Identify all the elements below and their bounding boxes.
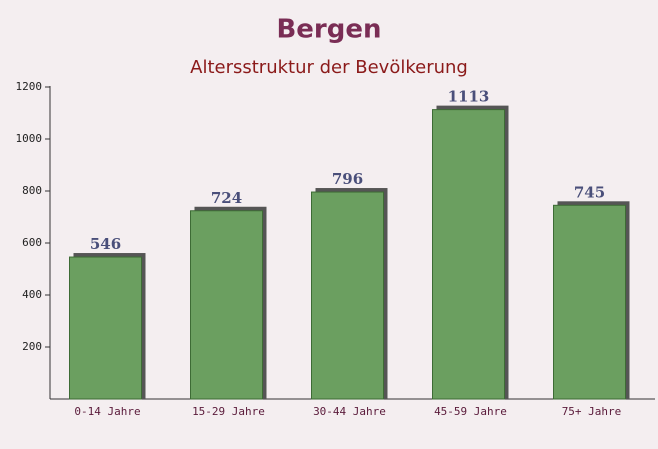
bar (311, 191, 384, 400)
x-tick-label: 0-14 Jahre (74, 405, 140, 418)
y-tick-label: 600 (22, 236, 42, 249)
x-tick-label: 15-29 Jahre (192, 405, 265, 418)
bar (432, 109, 505, 400)
y-tick-label: 1000 (16, 132, 43, 145)
value-label: 546 (90, 235, 121, 253)
y-tick-label: 400 (22, 288, 42, 301)
x-tick-label: 45-59 Jahre (434, 405, 507, 418)
x-tick-label: 30-44 Jahre (313, 405, 386, 418)
y-tick-label: 200 (22, 340, 42, 353)
value-label: 796 (332, 170, 363, 188)
bar (69, 256, 142, 400)
y-tick-label: 800 (22, 184, 42, 197)
chart-subtitle: Altersstruktur der Bevölkerung (190, 57, 468, 78)
bar (190, 210, 263, 400)
x-tick-label: 75+ Jahre (562, 405, 622, 418)
y-tick-label: 1200 (16, 80, 43, 93)
value-label: 724 (211, 189, 242, 207)
value-label: 1113 (448, 88, 490, 106)
bar (553, 204, 626, 400)
value-label: 745 (574, 183, 605, 201)
chart-title: Bergen (276, 15, 381, 45)
